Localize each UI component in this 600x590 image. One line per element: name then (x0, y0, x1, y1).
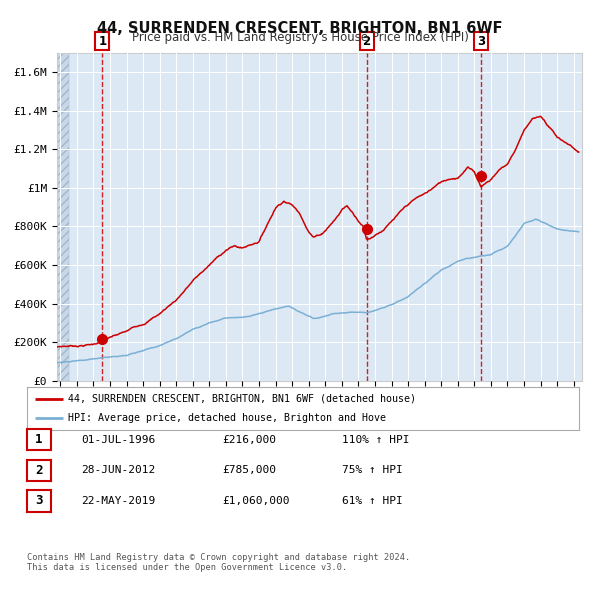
Text: 75% ↑ HPI: 75% ↑ HPI (342, 466, 403, 475)
Text: £1,060,000: £1,060,000 (222, 496, 290, 506)
Text: 44, SURRENDEN CRESCENT, BRIGHTON, BN1 6WF (detached house): 44, SURRENDEN CRESCENT, BRIGHTON, BN1 6W… (68, 394, 416, 404)
Text: 28-JUN-2012: 28-JUN-2012 (81, 466, 155, 475)
Text: £216,000: £216,000 (222, 435, 276, 444)
Bar (57, 53, 68, 381)
Text: 01-JUL-1996: 01-JUL-1996 (81, 435, 155, 444)
Text: £785,000: £785,000 (222, 466, 276, 475)
Text: 2: 2 (35, 464, 43, 477)
Text: 1: 1 (98, 35, 106, 48)
Text: This data is licensed under the Open Government Licence v3.0.: This data is licensed under the Open Gov… (27, 563, 347, 572)
Text: 3: 3 (35, 494, 43, 507)
Text: 61% ↑ HPI: 61% ↑ HPI (342, 496, 403, 506)
Text: HPI: Average price, detached house, Brighton and Hove: HPI: Average price, detached house, Brig… (68, 413, 386, 423)
Text: 1: 1 (35, 433, 43, 446)
Text: Price paid vs. HM Land Registry's House Price Index (HPI): Price paid vs. HM Land Registry's House … (131, 31, 469, 44)
Text: 110% ↑ HPI: 110% ↑ HPI (342, 435, 409, 444)
Text: 22-MAY-2019: 22-MAY-2019 (81, 496, 155, 506)
Text: Contains HM Land Registry data © Crown copyright and database right 2024.: Contains HM Land Registry data © Crown c… (27, 553, 410, 562)
Bar (57, 53, 68, 381)
Text: 2: 2 (362, 35, 371, 48)
Text: 3: 3 (477, 35, 485, 48)
Text: 44, SURRENDEN CRESCENT, BRIGHTON, BN1 6WF: 44, SURRENDEN CRESCENT, BRIGHTON, BN1 6W… (97, 21, 503, 35)
